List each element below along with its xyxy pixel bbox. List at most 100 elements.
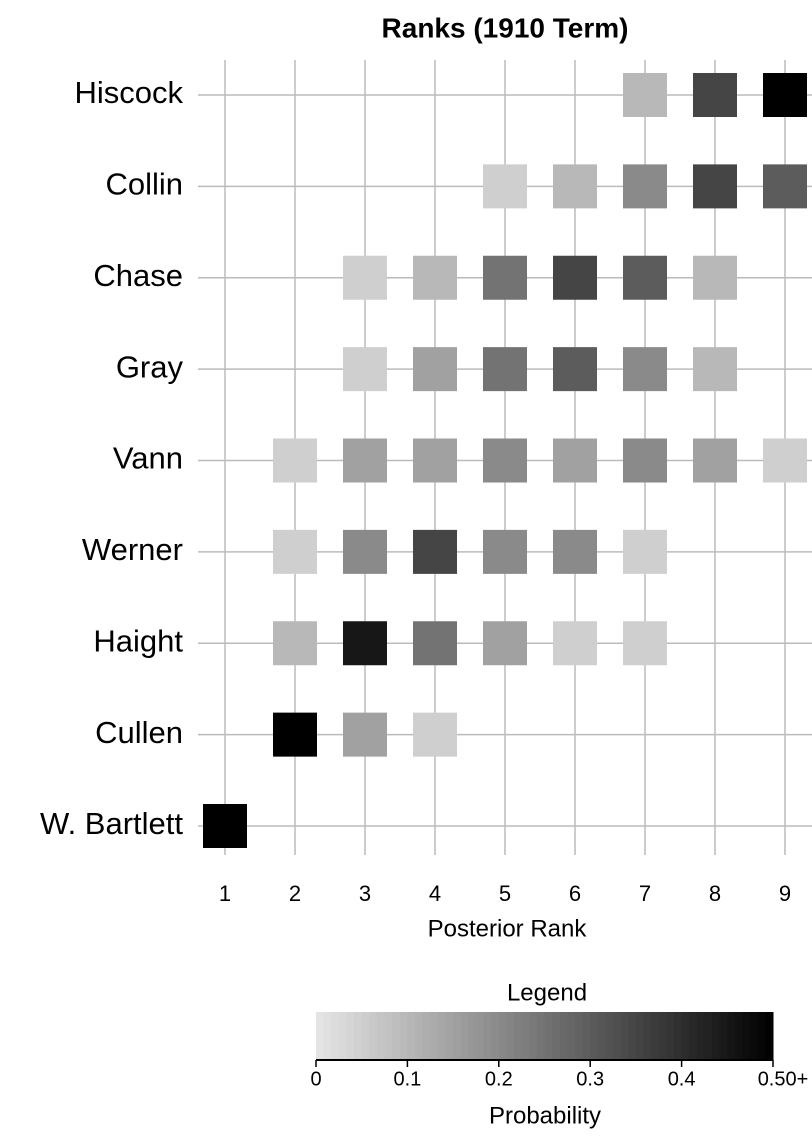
- y-tick-label: W. Bartlett: [40, 806, 183, 841]
- colorbar-segment: [742, 1012, 751, 1060]
- colorbar-segment: [696, 1012, 705, 1060]
- colorbar-segment: [643, 1012, 652, 1060]
- colorbar-segment: [620, 1012, 629, 1060]
- colorbar-tick-label: 0.50+: [758, 1068, 809, 1090]
- heat-cell: [623, 255, 667, 300]
- colorbar-segment: [445, 1012, 454, 1060]
- colorbar-tick-label: 0.4: [668, 1068, 696, 1090]
- colorbar-segment: [316, 1012, 325, 1060]
- heat-cell: [623, 621, 667, 666]
- x-tick-label: 1: [219, 881, 231, 906]
- heat-cell: [413, 347, 457, 392]
- colorbar-segment: [468, 1012, 477, 1060]
- colorbar-segment: [491, 1012, 500, 1060]
- y-tick-label: Vann: [113, 441, 183, 476]
- colorbar-segment: [712, 1012, 721, 1060]
- heat-cell: [623, 529, 667, 574]
- colorbar-segment: [536, 1012, 545, 1060]
- heat-cell: [553, 438, 597, 483]
- colorbar-tick-label: 0.3: [576, 1068, 604, 1090]
- legend-title: Legend: [507, 979, 587, 1006]
- heat-cell: [693, 164, 737, 209]
- heat-cell: [553, 529, 597, 574]
- colorbar-segment: [597, 1012, 606, 1060]
- heat-cell: [553, 164, 597, 209]
- colorbar-segment: [689, 1012, 698, 1060]
- colorbar-segment: [635, 1012, 645, 1060]
- heat-cell: [413, 712, 457, 757]
- colorbar-segment: [750, 1012, 759, 1060]
- colorbar-segment: [719, 1012, 728, 1060]
- colorbar-segment: [407, 1012, 416, 1060]
- heat-cell: [273, 529, 317, 574]
- colorbar-segment: [430, 1012, 439, 1060]
- colorbar-segment: [529, 1012, 538, 1060]
- colorbar-segment: [323, 1012, 332, 1060]
- colorbar-segment: [392, 1012, 401, 1060]
- x-tick-label: 4: [429, 881, 441, 906]
- colorbar-segment: [514, 1012, 523, 1060]
- colorbar-segment: [658, 1012, 667, 1060]
- x-tick-label: 3: [359, 881, 371, 906]
- colorbar-segment: [460, 1012, 469, 1060]
- colorbar-segment: [590, 1012, 599, 1060]
- y-tick-label: Haight: [93, 623, 183, 658]
- colorbar-segment: [453, 1012, 462, 1060]
- heat-cell: [483, 529, 527, 574]
- x-tick-label: 2: [289, 881, 301, 906]
- heat-cell: [343, 438, 387, 483]
- y-tick-label: Gray: [116, 349, 184, 384]
- heat-cell: [623, 164, 667, 209]
- colorbar-segment: [757, 1012, 766, 1060]
- heat-cell: [693, 347, 737, 392]
- colorbar-segment: [651, 1012, 660, 1060]
- heat-cell: [483, 255, 527, 300]
- colorbar-segment: [559, 1012, 568, 1060]
- colorbar-segment: [475, 1012, 485, 1060]
- colorbar-segment: [628, 1012, 637, 1060]
- colorbar-segment: [354, 1012, 363, 1060]
- colorbar-segment: [521, 1012, 530, 1060]
- x-tick-label: 6: [569, 881, 581, 906]
- x-axis-label: Posterior Rank: [428, 915, 588, 942]
- colorbar-segment: [498, 1012, 507, 1060]
- heat-cell: [693, 255, 737, 300]
- colorbar-segment: [483, 1012, 492, 1060]
- heat-cell: [413, 255, 457, 300]
- heat-cell: [763, 164, 807, 209]
- heat-cell: [343, 712, 387, 757]
- heat-cell: [763, 73, 807, 117]
- heat-cell: [623, 438, 667, 483]
- heat-cell: [413, 438, 457, 483]
- colorbar-segment: [552, 1012, 561, 1060]
- colorbar-segment: [574, 1012, 584, 1060]
- colorbar-segment: [346, 1012, 355, 1060]
- heat-cell: [623, 73, 667, 117]
- colorbar-segment: [727, 1012, 736, 1060]
- colorbar-segment: [331, 1012, 340, 1060]
- heat-cell: [343, 621, 387, 666]
- heat-cell: [623, 347, 667, 392]
- y-tick-label: Collin: [105, 167, 183, 202]
- colorbar-segment: [666, 1012, 675, 1060]
- y-tick-label: Chase: [93, 258, 183, 293]
- colorbar-tick-label: 0.1: [393, 1068, 421, 1090]
- heat-cell: [693, 73, 737, 117]
- heat-cell: [483, 347, 527, 392]
- colorbar-segment: [613, 1012, 622, 1060]
- heat-cell: [343, 255, 387, 300]
- heat-cell: [413, 621, 457, 666]
- heat-cell: [483, 164, 527, 209]
- heat-cell: [553, 347, 597, 392]
- y-tick-label: Hiscock: [74, 75, 183, 110]
- y-tick-label: Cullen: [95, 715, 183, 750]
- heat-cell: [483, 621, 527, 666]
- heat-cell: [273, 621, 317, 666]
- colorbar-segment: [567, 1012, 576, 1060]
- colorbar-segment: [765, 1012, 774, 1060]
- x-tick-label: 8: [709, 881, 721, 906]
- heat-cell: [273, 712, 317, 757]
- y-tick-label: Werner: [82, 532, 183, 567]
- heat-cell: [483, 438, 527, 483]
